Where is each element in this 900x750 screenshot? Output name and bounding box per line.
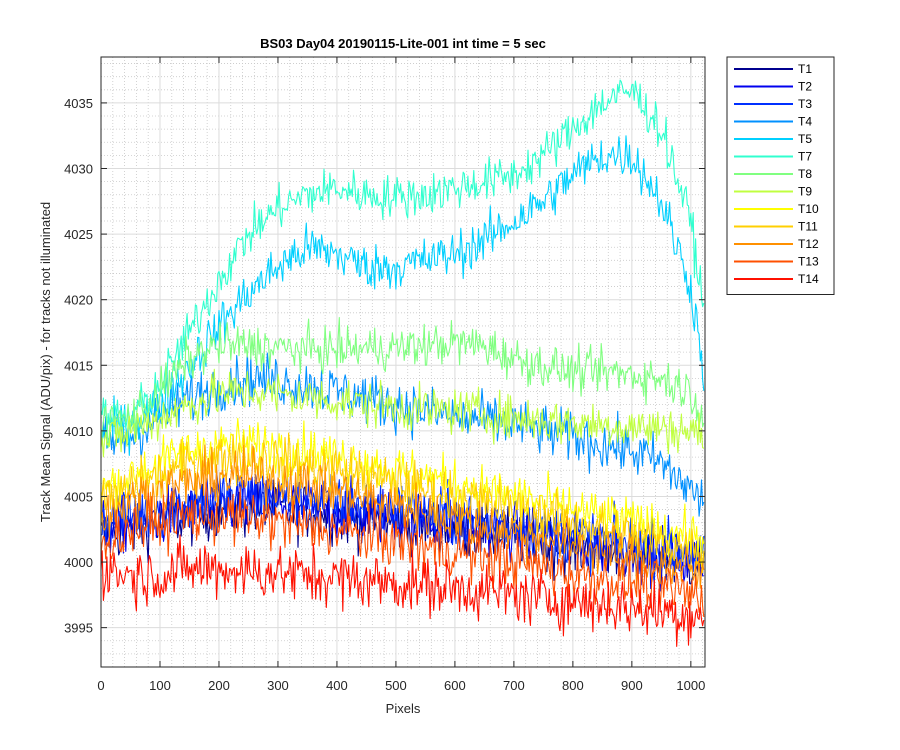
chart-title: BS03 Day04 20190115-Lite-001 int time = … (260, 36, 546, 51)
x-tick-label: 0 (97, 678, 104, 693)
x-tick-label: 700 (503, 678, 525, 693)
legend-label-t1: T1 (798, 62, 812, 76)
x-tick-label: 600 (444, 678, 466, 693)
legend-label-t7: T7 (798, 150, 812, 164)
legend-label-t10: T10 (798, 202, 819, 216)
y-tick-label: 3995 (64, 621, 93, 636)
legend-box (726, 56, 835, 295)
legend-label-t3: T3 (798, 97, 812, 111)
y-tick-label: 4030 (64, 162, 93, 177)
y-tick-label: 4005 (64, 489, 93, 504)
series-line-t8 (100, 317, 705, 449)
legend: T1 T2 T3 T4 T5 T7 T8 T9 T10 T11 T12 T13 T14 (726, 56, 835, 295)
x-tick-label: 300 (267, 678, 289, 693)
legend-label-t14: T14 (798, 272, 819, 286)
legend-label-t8: T8 (798, 167, 812, 181)
legend-label-t2: T2 (798, 80, 812, 94)
legend-label-t9: T9 (798, 185, 812, 199)
series-line-t14 (100, 534, 705, 647)
legend-label-t4: T4 (798, 115, 812, 129)
series-line-t5 (100, 135, 705, 456)
y-axis-label: Track Mean Signal (ADU/pix) - for tracks… (38, 202, 53, 522)
x-tick-label: 400 (326, 678, 348, 693)
series-line-t7 (100, 79, 705, 437)
plot-box (100, 56, 706, 668)
series-line-t12 (100, 444, 705, 590)
x-tick-label: 1000 (676, 678, 705, 693)
series-line-t13 (100, 481, 705, 618)
x-tick-label: 500 (385, 678, 407, 693)
y-tick-label: 4035 (64, 96, 93, 111)
plot-series (100, 79, 705, 647)
y-tick-label: 4010 (64, 424, 93, 439)
x-tick-label: 200 (208, 678, 230, 693)
y-tick-label: 4020 (64, 293, 93, 308)
series-line-t9 (100, 368, 705, 458)
x-axis-label: Pixels (386, 701, 421, 716)
legend-label-t5: T5 (798, 132, 812, 146)
legend-label-t13: T13 (798, 255, 819, 269)
x-tick-label: 900 (621, 678, 643, 693)
y-tick-label: 4015 (64, 358, 93, 373)
axes: 0 100 200 300 400 500 600 700 800 900 1000 3995 4000… (64, 56, 706, 693)
x-tick-label: 100 (149, 678, 171, 693)
x-tick-label: 800 (562, 678, 584, 693)
legend-label-t12: T12 (798, 237, 819, 251)
y-tick-label: 4000 (64, 555, 93, 570)
y-tick-label: 4025 (64, 227, 93, 242)
legend-label-t11: T11 (798, 220, 818, 234)
